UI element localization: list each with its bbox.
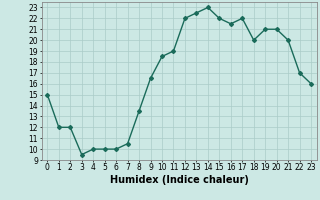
X-axis label: Humidex (Indice chaleur): Humidex (Indice chaleur) bbox=[110, 175, 249, 185]
